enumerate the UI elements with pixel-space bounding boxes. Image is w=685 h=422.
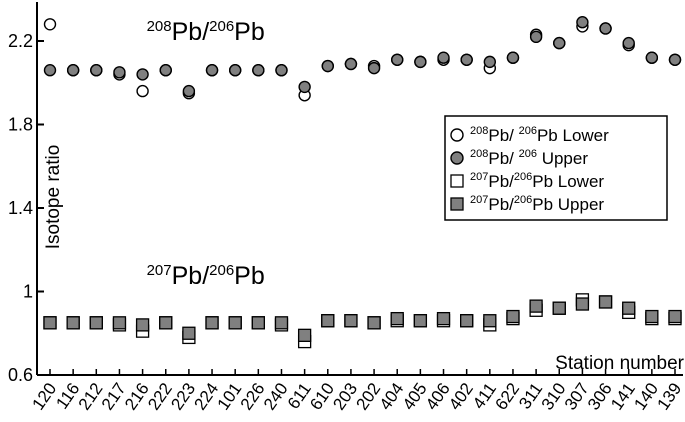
y-tick-label: 2.2	[8, 31, 33, 51]
data-point	[205, 316, 219, 330]
y-ticks: 0.6 1 1.4 1.8 2.2	[8, 31, 44, 385]
legend-box	[444, 115, 668, 221]
data-point	[136, 84, 149, 98]
data-point	[506, 51, 520, 64]
legend-label: 208Pb/ 206 Upper	[470, 148, 588, 168]
data-point	[413, 314, 428, 328]
annotations: 208Pb/206Pb 207Pb/206Pb	[147, 18, 265, 290]
data-point	[506, 309, 520, 324]
legend: 208Pb/ 206Pb Lower 208Pb/ 206 Upper 207Pb/…	[444, 115, 668, 221]
data-point	[112, 316, 127, 330]
data-point	[668, 53, 682, 66]
data-point	[436, 311, 451, 326]
axes	[36, 2, 683, 376]
legend-marker	[450, 151, 464, 165]
data-point	[136, 68, 149, 81]
data-point	[43, 64, 57, 77]
y-tick-label: 1	[23, 282, 33, 302]
series-1	[43, 16, 682, 98]
data-point	[89, 316, 103, 330]
data-point	[275, 64, 288, 77]
data-point	[228, 316, 242, 330]
data-point	[622, 301, 636, 315]
data-point	[182, 326, 196, 340]
legend-label: 208Pb/ 206Pb Lower	[470, 125, 609, 145]
legend-marker	[450, 174, 464, 188]
data-point	[344, 57, 358, 71]
data-point	[251, 316, 265, 330]
data-point	[529, 299, 543, 313]
data-point	[391, 53, 404, 66]
data-point	[390, 311, 404, 326]
annotation-pb207: 207Pb/206Pb	[147, 262, 265, 290]
annotation-pb208: 208Pb/206Pb	[147, 18, 265, 46]
data-point	[622, 36, 635, 50]
data-point	[90, 64, 103, 77]
data-point	[645, 51, 659, 64]
legend-label: 207Pb/206Pb Upper	[470, 194, 604, 214]
data-point	[298, 80, 311, 94]
data-point	[645, 309, 659, 324]
data-point	[553, 36, 566, 50]
legend-label: 207Pb/206Pb Lower	[470, 171, 604, 191]
x-axis-label: Station number	[555, 353, 685, 374]
data-point	[66, 316, 80, 330]
data-point	[159, 316, 173, 330]
data-point	[274, 316, 289, 330]
data-point	[43, 18, 57, 31]
data-marks	[43, 16, 682, 349]
data-point	[414, 55, 427, 69]
data-point	[599, 22, 612, 35]
data-point	[182, 84, 196, 98]
y-tick-label: 1.8	[8, 115, 33, 135]
data-point	[460, 53, 473, 66]
data-point	[437, 51, 450, 64]
data-point	[529, 30, 543, 44]
y-tick-label: 0.6	[8, 365, 33, 385]
y-tick-label: 1.4	[8, 198, 33, 218]
legend-marker	[450, 128, 464, 142]
data-point	[576, 16, 589, 29]
data-point	[552, 301, 566, 315]
series-0	[43, 18, 682, 102]
series-3	[43, 295, 682, 342]
data-point	[367, 316, 381, 330]
y-axis-label: Isotope ratio	[43, 145, 64, 250]
data-point	[483, 55, 497, 69]
x-tick-label: 139	[653, 379, 685, 413]
data-point	[668, 309, 682, 324]
data-point	[321, 59, 334, 73]
data-point	[598, 295, 613, 309]
data-point	[252, 64, 265, 77]
data-point	[575, 297, 590, 311]
data-point	[460, 314, 474, 328]
data-point	[228, 64, 242, 77]
data-point	[66, 64, 80, 77]
data-point	[135, 318, 150, 332]
data-point	[344, 314, 358, 328]
data-point	[297, 328, 312, 342]
legend-marker	[450, 197, 464, 211]
data-point	[367, 61, 381, 75]
data-point	[205, 64, 219, 77]
data-point	[321, 314, 335, 328]
data-point	[113, 66, 126, 79]
data-point	[43, 316, 57, 330]
data-point	[159, 64, 172, 77]
data-point	[483, 314, 497, 328]
